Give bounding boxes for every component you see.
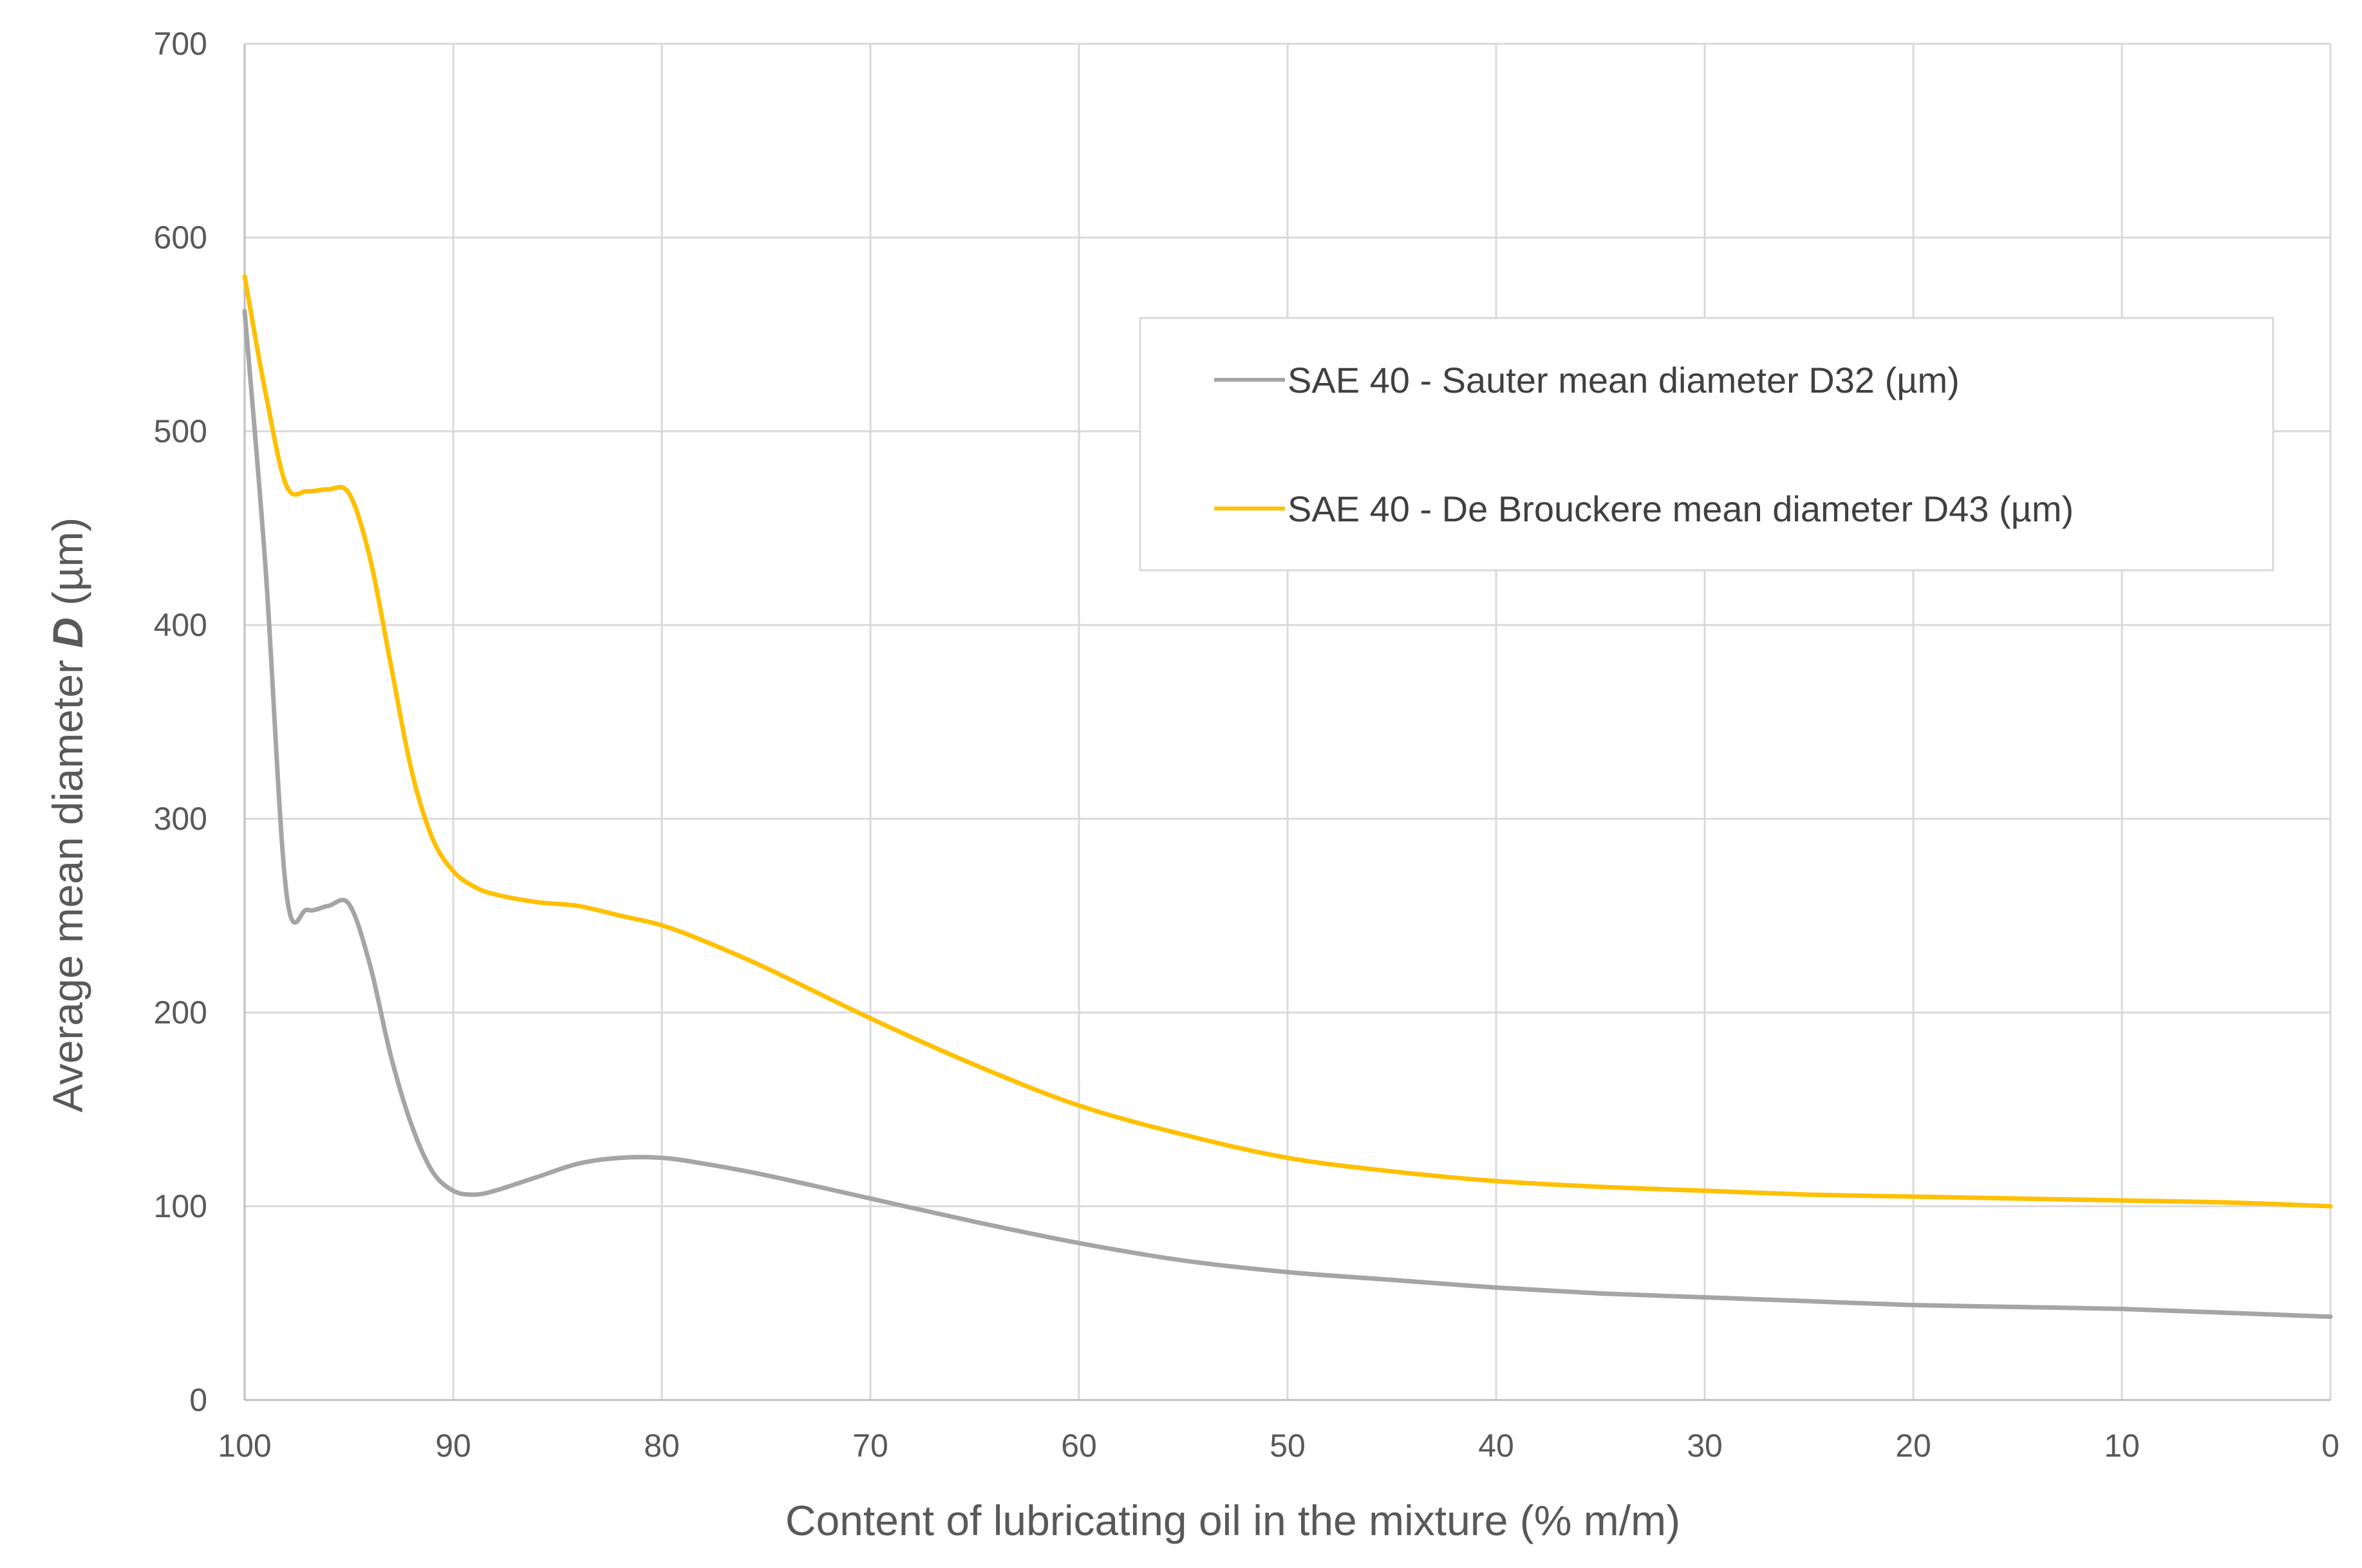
series-layer	[242, 274, 2333, 1320]
x-tick-label: 40	[1478, 1428, 1514, 1464]
y-tick-label: 600	[154, 219, 207, 256]
x-tick-label: 100	[218, 1428, 271, 1464]
y-tick-label: 700	[154, 26, 207, 62]
x-axis-tick-labels: 100 90 80 70 60 50 40 30 20 10 0	[218, 1428, 2339, 1464]
y-axis-title-main: Average mean diameter	[44, 648, 91, 1113]
x-tick-label: 90	[435, 1428, 471, 1464]
legend: SAE 40 - Sauter mean diameter D32 (µm) S…	[1139, 317, 2274, 572]
y-axis-title-unit: (µm)	[44, 518, 91, 617]
y-tick-label: 300	[154, 801, 207, 837]
x-tick-label: 70	[852, 1428, 888, 1464]
x-tick-label: 0	[2321, 1428, 2339, 1464]
legend-label-de-brouckere: SAE 40 - De Brouckere mean diameter D43 …	[1288, 489, 2074, 529]
x-tick-label: 80	[644, 1428, 680, 1464]
series-line-sauter-d32	[242, 308, 2333, 1320]
y-axis-tick-labels: 0 100 200 300 400 500 600 700	[154, 26, 207, 1418]
plot-area	[243, 44, 2330, 1401]
x-tick-label: 60	[1061, 1428, 1097, 1464]
x-tick-label: 30	[1687, 1428, 1723, 1464]
y-tick-label: 400	[154, 607, 207, 643]
x-tick-label: 50	[1270, 1428, 1306, 1464]
y-axis-title-italic: D	[44, 617, 91, 648]
y-axis-title: Average mean diameter D (µm)	[44, 518, 91, 1113]
legend-label-sauter: SAE 40 - Sauter mean diameter D32 (µm)	[1288, 360, 1960, 400]
x-tick-label: 20	[1895, 1428, 1931, 1464]
y-tick-label: 100	[154, 1188, 207, 1224]
legend-box	[1139, 317, 2274, 572]
series-line-de-brouckere-d43	[242, 274, 2333, 1209]
y-tick-label: 0	[189, 1382, 207, 1418]
x-axis-title: Content of lubricating oil in the mixtur…	[785, 1497, 1680, 1544]
y-tick-label: 500	[154, 413, 207, 449]
x-tick-label: 10	[2104, 1428, 2140, 1464]
y-tick-label: 200	[154, 994, 207, 1031]
